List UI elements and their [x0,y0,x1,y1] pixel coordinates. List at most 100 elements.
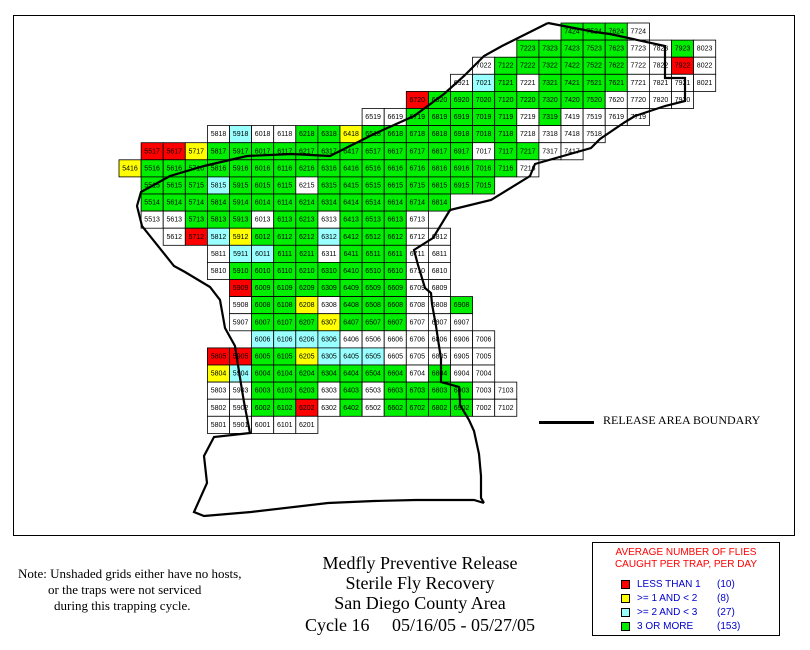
grid-cell-label: 6303 [321,388,337,395]
grid-cell: 7322 [538,56,562,75]
grid-cell-label: 5617 [167,148,183,155]
grid-cell-label: 7620 [609,97,625,104]
grid-cell-label: 6610 [388,268,404,275]
grid-cell: 6717 [405,142,429,161]
note-line-3: during this trapping cycle. [54,598,191,613]
grid-cell-label: 6308 [321,302,337,309]
grid-cell: 6307 [317,313,341,332]
grid-cell-label: 6215 [299,183,315,190]
grid-cell-fill [472,176,496,195]
grid-cell: 6205 [295,347,319,366]
grid-cell-label: 5905 [233,354,249,361]
grid-cell-label: 6802 [432,405,448,412]
grid-cell: 7519 [582,108,606,127]
grid-cell: 8023 [693,39,717,58]
grid-cell: 5714 [184,193,208,212]
grid-cell: 7321 [538,73,562,92]
grid-cell: 6213 [295,210,319,229]
grid-cell-label: 6216 [299,165,315,172]
grid-cell-fill [295,415,319,434]
grid-cell-label: 5810 [211,268,227,275]
grid-cell: 6502 [361,398,385,417]
grid-cell: 6807 [427,313,451,332]
grid-cell-label: 6513 [365,217,381,224]
grid-cell-label: 6713 [410,217,426,224]
grid-cell: 7921 [671,73,695,92]
grid-cell-label: 7016 [476,165,492,172]
grid-cell: 6506 [361,330,385,349]
grid-cell: 7015 [472,176,496,195]
grid-cell-label: 7117 [498,148,513,155]
grid-cell: 6303 [317,381,341,400]
grid-cell-label: 6820 [432,97,448,104]
grid-cell: 6716 [405,159,429,178]
grid-cell-label: 6619 [388,114,404,121]
grid-cell: 6316 [317,159,341,178]
grid-cell: 7003 [472,381,496,400]
grid-cell: 6110 [273,261,297,280]
grid-cell-label: 6103 [277,388,293,395]
legend-swatch-red [621,580,630,589]
grid-cell: 7223 [516,39,540,58]
grid-cell: 5902 [229,398,253,417]
grid-cell: 5805 [206,347,230,366]
grid-cell-label: 6413 [343,217,359,224]
cycle-label: Cycle 16 [305,615,370,635]
grid-cell: 6704 [405,364,429,383]
grid-cell-label: 6407 [343,319,359,326]
grid-cell-label: 6118 [277,131,292,138]
grid-cell: 6115 [273,176,297,195]
grid-cell: 7418 [560,125,584,144]
grid-cell-label: 6111 [278,251,293,258]
grid-cell-label: 7319 [542,114,558,121]
grid-cell-label: 7521 [586,80,602,87]
grid-cell-label: 6411 [344,251,359,258]
grid-cell-label: 6210 [299,268,315,275]
grid-cell: 6116 [273,159,297,178]
grid-cell: 6114 [273,193,297,212]
grid-cell-label: 5804 [211,371,227,378]
grid-cell: 6817 [427,142,451,161]
grid-cell-label: 5912 [233,234,249,241]
grid-cell: 6117 [273,142,297,161]
grid-cell: 6611 [383,244,407,263]
grid-cell-label: 6506 [365,336,381,343]
grid-cell: 6214 [295,193,319,212]
grid-cell-label: 6405 [343,354,359,361]
grid-cell: 7218 [516,125,540,144]
grid-cell-label: 5803 [211,388,227,395]
grid-cell-label: 7621 [609,80,625,87]
grid-cell-label: 6711 [410,251,425,258]
grid-cell: 7103 [494,381,518,400]
grid-cell: 6306 [317,330,341,349]
grid-cell-label: 7422 [564,63,580,70]
grid-cell: 6107 [273,313,297,332]
grid-cell: 6819 [427,108,451,127]
boundary-line [412,21,687,504]
grid-cell: 6404 [339,364,363,383]
grid-cell: 7923 [671,39,695,58]
grid-cell: 6206 [295,330,319,349]
legend-item-count: (27) [717,607,735,618]
grid-cell: 6706 [405,330,429,349]
grid-cell-label: 7317 [542,148,558,155]
grid-cell-label: 7624 [609,29,625,36]
grid-cell-label: 6918 [454,131,470,138]
grid-cell-label: 6720 [410,97,426,104]
grid-cell-label: 6618 [388,131,404,138]
grid-cell: 8022 [693,56,717,75]
grid-cell: 7423 [560,39,584,58]
grid-cell: 6001 [251,415,275,434]
grid-cell: 6904 [450,364,474,383]
grid-cell: 6602 [383,398,407,417]
grid-cell: 7520 [582,91,606,109]
grid-cell-label: 6512 [365,234,381,241]
grid-cell-label: 5902 [233,405,249,412]
grid-cell-label: 6705 [410,354,426,361]
grid-cell: 7920 [671,91,695,109]
grid-cell: 6919 [450,108,474,127]
grid-cell: 6308 [317,296,341,315]
grid-cell-label: 7520 [586,97,602,104]
grid-cell: 6010 [251,261,275,280]
